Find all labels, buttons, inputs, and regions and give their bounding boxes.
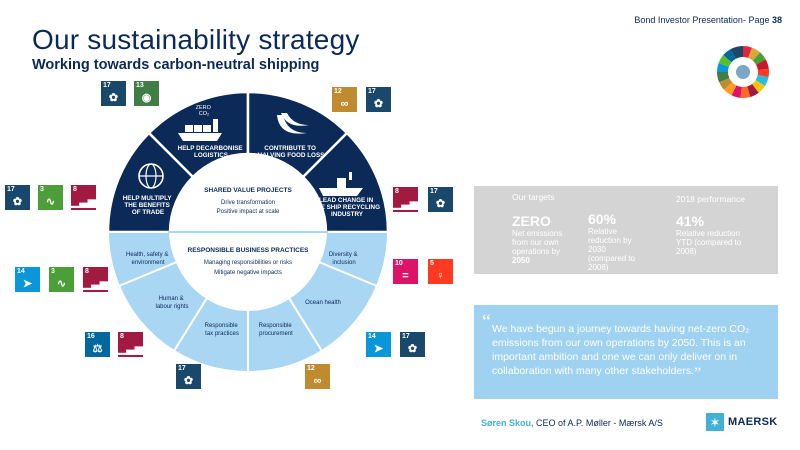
segment-label-decarbonise: HELP DECARBONISE LOGISTICS [178, 145, 245, 159]
shared-value-line1: Drive transformation [221, 200, 275, 206]
maersk-logo: ✶ MAERSK [706, 413, 777, 431]
responsible-line1: Managing responsibilities or risks [204, 260, 292, 266]
author-name: Søren Skou, [481, 418, 534, 428]
performance-header: 2018 performance [676, 194, 745, 204]
target-zero-desc: Net emissions from our own operations by… [512, 229, 563, 265]
inner-upper-half [170, 154, 326, 232]
shared-value-line2: Positive impact at scale [217, 209, 280, 215]
sdg-tile: 8 ▁▃▅ [393, 187, 418, 212]
sdg-tile: 14 ➤ [366, 332, 391, 357]
responsible-title: RESPONSIBLE BUSINESS PRACTICES [188, 247, 310, 254]
sdg-tile: 16 ⚖ [85, 332, 110, 357]
sdg-tile: 17 ✿ [176, 364, 201, 389]
close-quote-icon: ” [693, 365, 702, 382]
segment-label-ship-recycling: LEAD CHANGE IN THE SHIP RECYCLING INDUST… [312, 197, 382, 218]
sdg-tile: 8 ▁▃▅ [118, 332, 143, 357]
page-title: Our sustainability strategy [32, 24, 360, 55]
sdg-tile: 17 ✿ [428, 187, 453, 212]
page-subtitle: Working towards carbon-neutral shipping [32, 57, 320, 73]
responsible-line2: Mitigate negative impacts [214, 270, 282, 276]
sdg-tile: 14 ➤ [15, 267, 40, 292]
sdg-tile: 3 ∿ [38, 185, 63, 210]
page-label: Bond Investor Presentation- Page 38 [634, 15, 782, 25]
sdg-tile: 17 ✿ [400, 332, 425, 357]
container-ship-icon [178, 119, 222, 141]
open-quote-icon: “ [482, 311, 491, 333]
segment-top-zero: ZERO CO₂ [196, 105, 213, 117]
star-icon: ✶ [706, 413, 724, 431]
lower-label-diversity: Diversity & inclusion [329, 252, 359, 266]
lower-label-tax: Responsible tax practices [205, 323, 240, 337]
sdg-tile: 8 ▁▃▅ [83, 267, 108, 292]
inner-lower-half [170, 232, 326, 310]
author-role: CEO of A.P. Møller - Mærsk A/S [536, 418, 663, 428]
quote-text: We have begun a journey towards having n… [492, 323, 750, 382]
quote-panel: “ We have begun a journey towards having… [474, 305, 778, 399]
sdg-tile: 17 ✿ [366, 87, 391, 112]
wheel-lower-ring [106, 231, 390, 374]
logo-text: MAERSK [728, 416, 778, 428]
shared-value-title: SHARED VALUE PROJECTS [204, 187, 292, 194]
sdg-tile: 12 ∞ [305, 364, 330, 389]
globe-icon [138, 163, 164, 189]
sdg-tile: 10 = [393, 259, 418, 284]
performance-41-value: 41% [676, 213, 705, 229]
sdg-tile: 5 ♀ [428, 259, 453, 284]
targets-header: Our targets [512, 192, 555, 202]
segment-label-food-loss: CONTRIBUTE TO HALVING FOOD LOSS [258, 145, 325, 159]
sdg-tile: 17 ✿ [5, 185, 30, 210]
target-zero-value: ZERO [512, 213, 551, 229]
sdg-tile: 3 ∿ [49, 267, 74, 292]
sdg-tile: 17 ✿ [101, 81, 126, 106]
banana-icon [277, 113, 309, 134]
target-60-value: 60% [588, 211, 617, 227]
recycling-ship-icon [319, 172, 363, 196]
performance-41-desc: Relative reduction YTD (compared to 2008… [676, 229, 742, 256]
target-60-desc: Relative reduction by 2030 (compared to … [588, 227, 636, 272]
sdg-wheel-logo [717, 45, 770, 99]
lower-label-health: Health, safety & environment [126, 252, 170, 266]
lower-label-human-rights: Human & labour rights [155, 296, 188, 310]
quote-author: Søren Skou, CEO of A.P. Møller - Mærsk A… [481, 418, 663, 428]
targets-panel: Our targets 2018 performance ZERO Net em… [474, 186, 778, 274]
lower-label-procurement: Responsible procurement [259, 323, 294, 337]
sdg-tile: 12 ∞ [332, 87, 357, 112]
sdg-tile: 8 ▁▃▅ [71, 185, 96, 210]
page-number: 38 [771, 15, 782, 25]
lower-label-ocean: Ocean health [305, 300, 341, 306]
segment-label-trade: HELP MULTIPLY THE BENEFITS OF TRADE [123, 195, 174, 216]
page-label-text: Bond Investor Presentation- Page [634, 15, 770, 25]
sdg-tile: 13 ◉ [134, 81, 159, 106]
